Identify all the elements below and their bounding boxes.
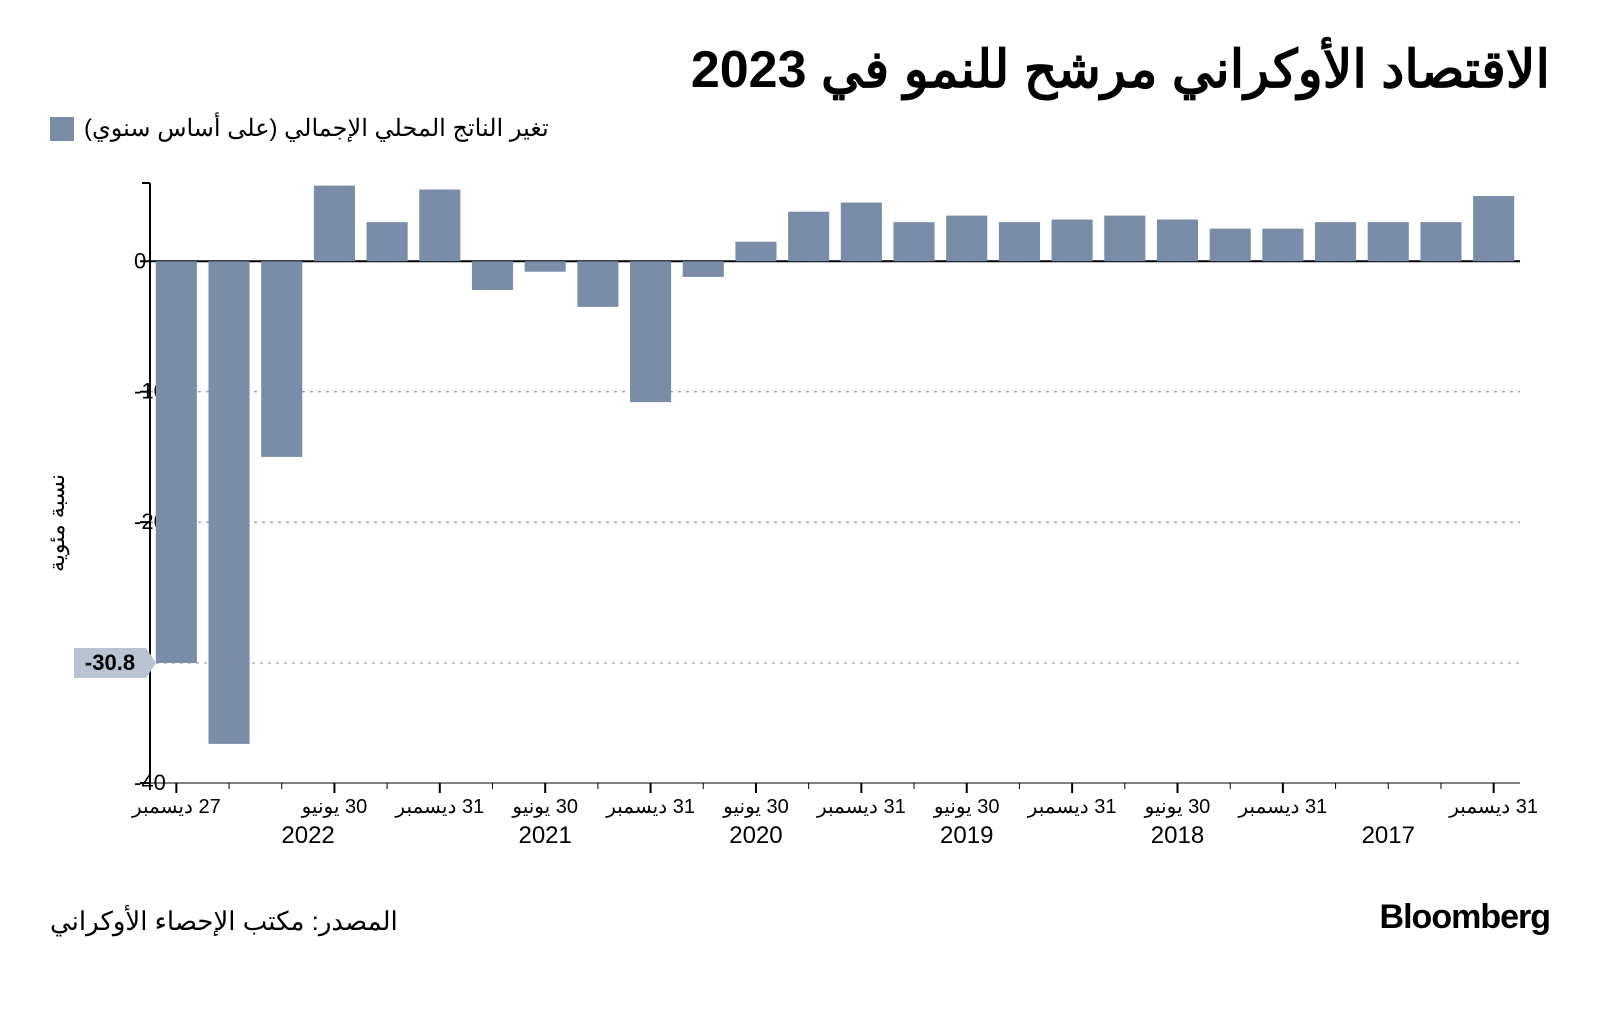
svg-text:30 يونيو: 30 يونيو: [511, 796, 578, 818]
svg-text:2018: 2018: [1151, 822, 1204, 849]
svg-text:2020: 2020: [729, 822, 782, 849]
svg-text:30 يونيو: 30 يونيو: [933, 796, 1000, 818]
footer: Bloomberg المصدر: مكتب الإحصاء الأوكراني: [50, 898, 1550, 937]
svg-text:30 يونيو: 30 يونيو: [301, 796, 368, 818]
svg-text:31 ديسمبر: 31 ديسمبر: [605, 796, 695, 818]
svg-text:30.8-: 30.8-: [85, 650, 135, 675]
brand: Bloomberg: [1380, 898, 1550, 937]
svg-text:2022: 2022: [281, 822, 334, 849]
y-axis-label: نسبة مئوية: [44, 474, 70, 572]
legend-swatch: [50, 117, 74, 141]
svg-text:30 يونيو: 30 يونيو: [1144, 796, 1211, 818]
svg-text:31 ديسمبر: 31 ديسمبر: [394, 796, 484, 818]
source: المصدر: مكتب الإحصاء الأوكراني: [50, 906, 398, 937]
svg-text:2019: 2019: [940, 822, 993, 849]
svg-text:31 ديسمبر: 31 ديسمبر: [1238, 796, 1328, 818]
svg-text:31 ديسمبر: 31 ديسمبر: [816, 796, 906, 818]
svg-text:30 يونيو: 30 يونيو: [722, 796, 789, 818]
svg-text:2017: 2017: [1362, 822, 1415, 849]
svg-text:31 ديسمبر: 31 ديسمبر: [1027, 796, 1117, 818]
svg-text:2021: 2021: [518, 822, 571, 849]
legend-label: تغير الناتج المحلي الإجمالي (على أساس سن…: [84, 114, 549, 143]
chart-title: الاقتصاد الأوكراني مرشح للنمو في 2023: [50, 40, 1550, 100]
svg-text:31 ديسمبر: 31 ديسمبر: [1448, 796, 1538, 818]
legend: تغير الناتج المحلي الإجمالي (على أساس سن…: [50, 114, 1550, 143]
chart-area: نسبة مئوية 010-20-40-31 ديسمبر31 ديسمبر3…: [50, 173, 1550, 873]
svg-text:0: 0: [134, 248, 146, 273]
svg-text:27 ديسمبر: 27 ديسمبر: [131, 796, 221, 818]
